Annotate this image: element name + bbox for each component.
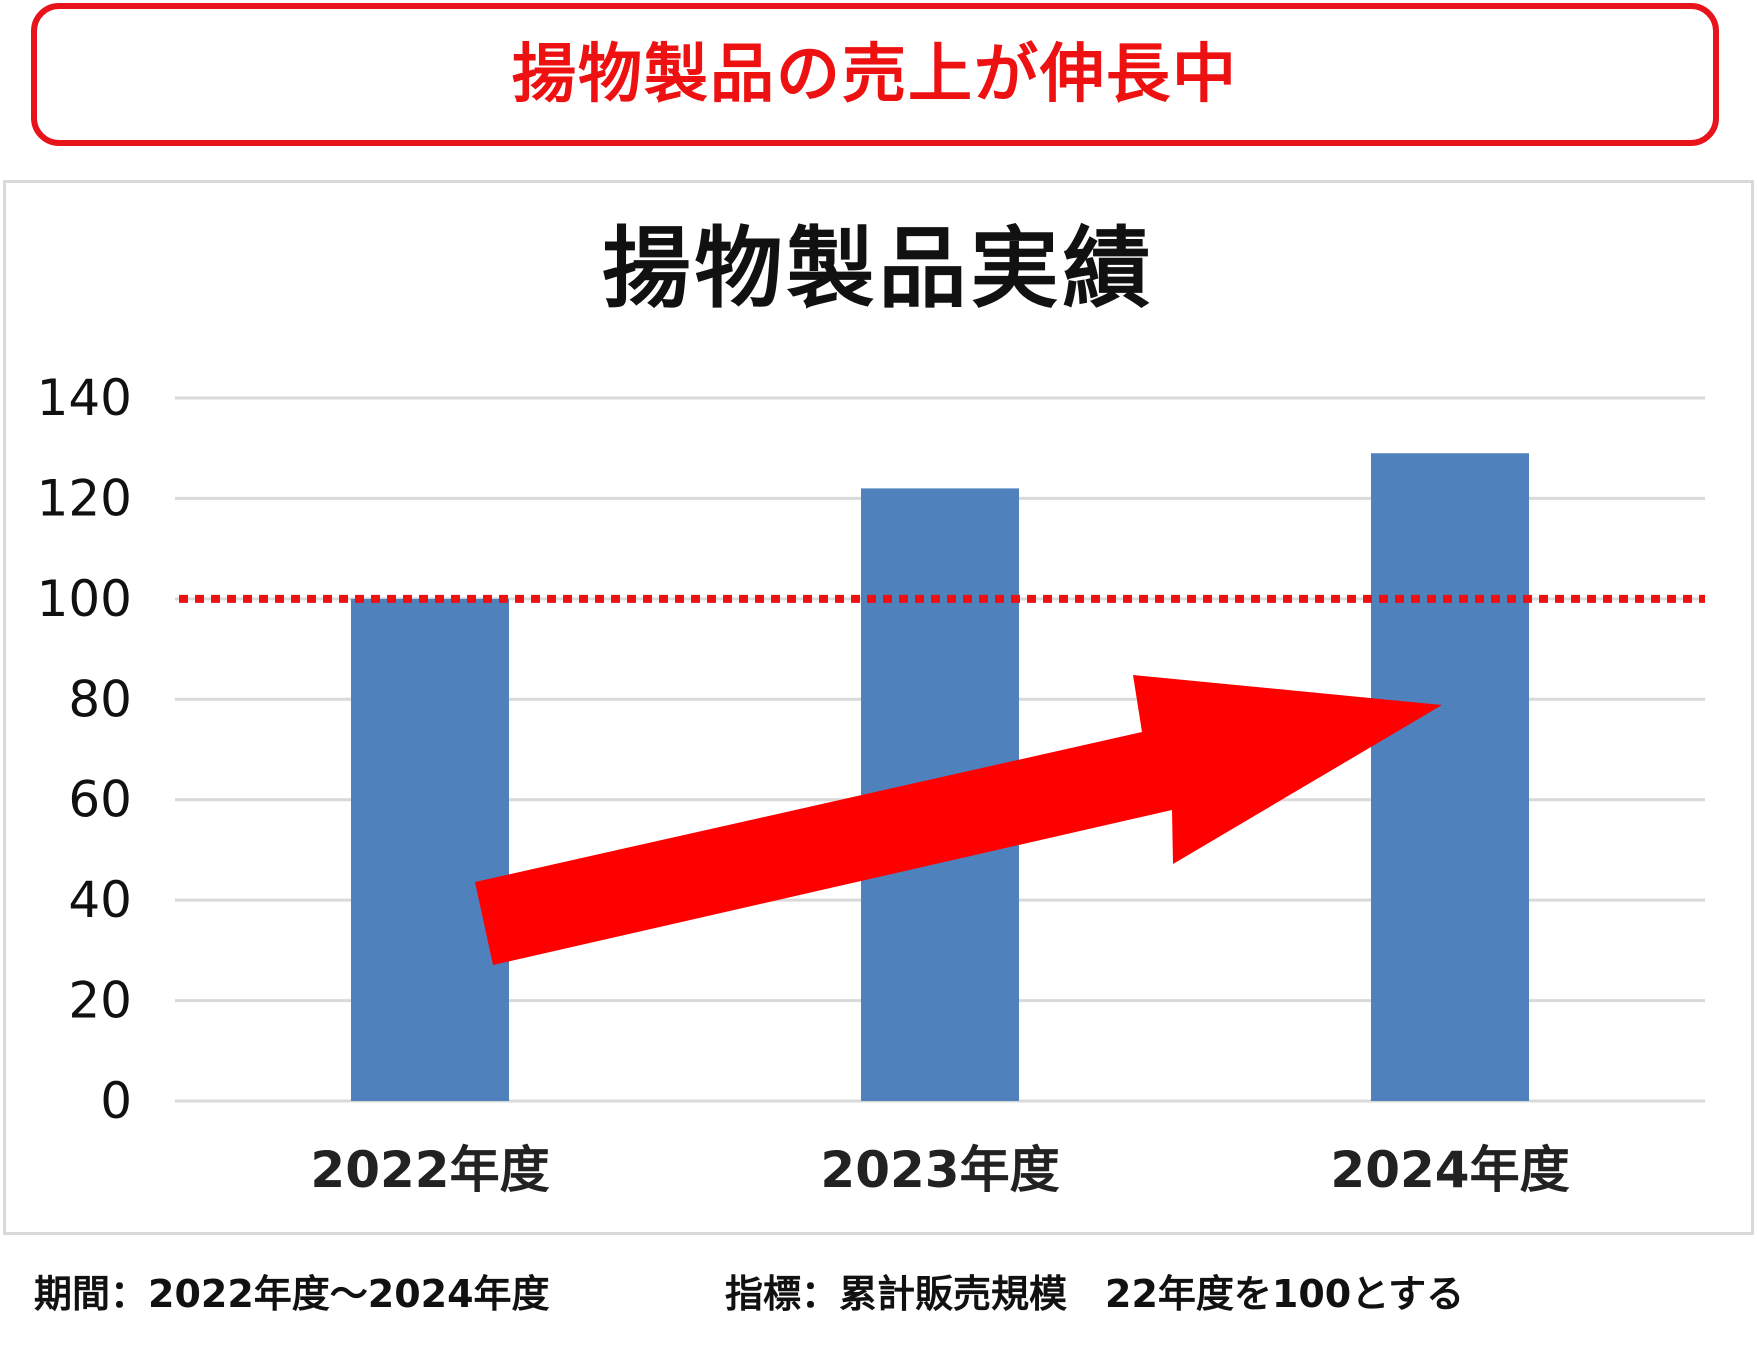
- footer-period: 期間：2022年度～2024年度: [34, 1272, 550, 1316]
- x-category-label: 2022年度: [310, 1141, 549, 1199]
- y-tick-label: 0: [100, 1072, 132, 1130]
- headline-text: 揚物製品の売上が伸長中: [512, 37, 1238, 112]
- y-tick-label: 100: [37, 570, 132, 628]
- y-tick-label: 40: [68, 871, 132, 929]
- y-tick-label: 140: [37, 369, 132, 427]
- bar-2024年度: [1371, 453, 1529, 1101]
- x-category-label: 2023年度: [820, 1141, 1059, 1199]
- trend-arrow-icon: [475, 675, 1442, 965]
- footer-metric: 指標：累計販売規模 22年度を100とする: [725, 1272, 1465, 1316]
- headline-box: 揚物製品の売上が伸長中: [31, 3, 1719, 146]
- x-category-label: 2024年度: [1330, 1141, 1569, 1199]
- chart-title: 揚物製品実績: [602, 217, 1155, 320]
- y-tick-label: 120: [37, 469, 132, 527]
- bar-2022年度: [351, 598, 509, 1101]
- y-tick-label: 60: [68, 771, 132, 829]
- y-tick-label: 20: [68, 972, 132, 1030]
- y-tick-label: 80: [68, 670, 132, 728]
